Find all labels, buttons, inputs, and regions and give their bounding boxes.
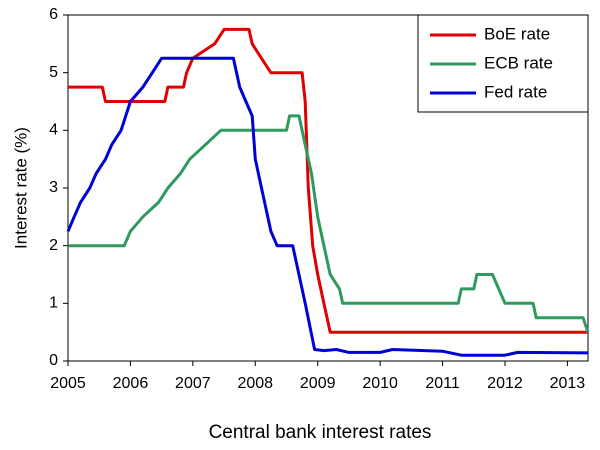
x-tick-label: 2006 <box>113 375 149 392</box>
y-tick-label: 1 <box>49 295 58 312</box>
series-line <box>66 56 589 357</box>
legend-label: BoE rate <box>484 24 550 43</box>
x-tick-label: 2010 <box>362 375 398 392</box>
series-line <box>68 27 588 334</box>
y-tick-label: 5 <box>49 64 58 81</box>
y-axis-label: Interest rate (%) <box>11 127 30 249</box>
y-tick-label: 0 <box>49 352 58 369</box>
series-line <box>68 114 590 333</box>
x-tick-label: 2007 <box>175 375 211 392</box>
x-axis-label: Central bank interest rates <box>209 422 432 443</box>
legend-label: ECB rate <box>484 53 553 72</box>
y-tick-label: 4 <box>49 122 58 139</box>
y-tick-label: 2 <box>49 237 58 254</box>
x-tick-label: 2008 <box>237 375 273 392</box>
legend-label: Fed rate <box>484 82 547 101</box>
x-tick-label: 2012 <box>487 375 523 392</box>
y-tick-label: 6 <box>49 6 58 23</box>
x-tick-label: 2009 <box>300 375 336 392</box>
y-tick-label: 3 <box>49 179 58 196</box>
x-tick-label: 2011 <box>425 375 460 392</box>
x-tick-label: 2005 <box>50 375 86 392</box>
plot-frame <box>67 14 589 362</box>
x-tick-label: 2013 <box>550 375 586 392</box>
